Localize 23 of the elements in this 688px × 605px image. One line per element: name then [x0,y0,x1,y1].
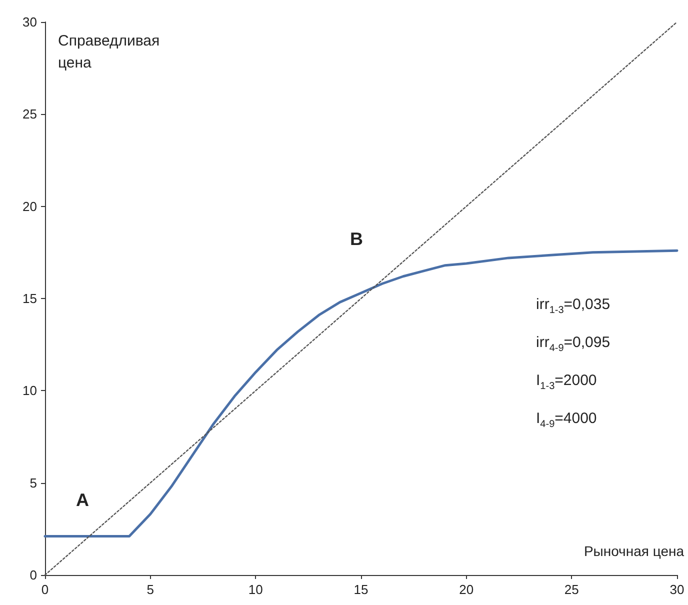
annotation: A [76,490,89,511]
line-series [44,249,678,538]
x-tick-label: 10 [248,582,263,597]
y-axis-title: Справедливая цена [58,32,160,72]
x-tick-label: 15 [354,582,368,597]
annotation: I$_{1-3}$=2000 [536,372,597,392]
y-tick-label: 15 [22,291,37,306]
y-tick-label: 30 [22,14,37,30]
x-axis-title: Рыночная цена [584,543,684,559]
y-tick-label: 10 [22,383,37,398]
annotation: B [350,229,363,250]
x-tick-label: 30 [670,582,684,597]
y-tick-label: 25 [22,106,37,122]
x-tick-label: 5 [146,582,154,597]
annotation: I$_{4-9}$=4000 [536,410,597,430]
y-tick-label: 0 [30,568,37,582]
annotation: irr$_{1-3}$=0,035 [536,296,610,316]
y-tick-label: 20 [22,198,37,214]
x-tick-label: 0 [41,582,49,597]
x-tick-label: 25 [564,582,579,597]
y-tick-label: 5 [30,475,37,490]
annotation: irr$_{4-9}$=0,095 [536,334,610,354]
x-tick-label: 20 [459,582,474,597]
